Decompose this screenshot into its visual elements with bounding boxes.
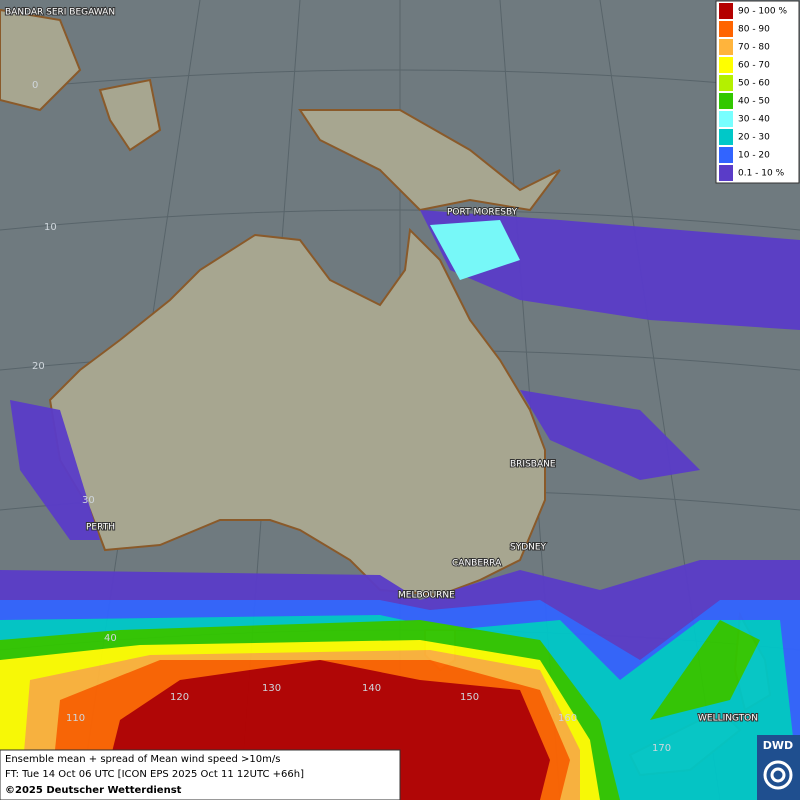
legend-label: 10 - 20 [738, 151, 770, 161]
legend-swatch [719, 39, 733, 55]
place-label: PORT MORESBY [447, 208, 518, 218]
legend-swatch [719, 3, 733, 19]
grid-label: 20 [32, 361, 45, 372]
legend-swatch [719, 93, 733, 109]
legend-label: 0.1 - 10 % [738, 169, 785, 179]
legend-swatch [719, 147, 733, 163]
legend-label: 70 - 80 [738, 43, 770, 53]
legend-label: 40 - 50 [738, 97, 770, 107]
legend-label: 30 - 40 [738, 115, 770, 125]
legend-swatch [719, 129, 733, 145]
legend-swatch [719, 57, 733, 73]
place-label: SYDNEY [510, 543, 547, 553]
legend-swatch [719, 21, 733, 37]
legend-swatch [719, 75, 733, 91]
grid-label: 170 [652, 743, 671, 754]
caption-line: FT: Tue 14 Oct 06 UTC [ICON EPS 2025 Oct… [5, 769, 304, 780]
place-labels: BANDAR SERI BEGAWAN PORT MORESBY BRISBAN… [4, 7, 759, 725]
place-label: PERTH [86, 523, 115, 533]
caption-line: ©2025 Deutscher Wetterdienst [5, 785, 182, 796]
grid-label: 150 [460, 692, 479, 703]
caption-box [0, 749, 401, 800]
place-label: CANBERRA [452, 559, 502, 569]
legend-swatch [719, 111, 733, 127]
place-label: BANDAR SERI BEGAWAN [5, 8, 115, 18]
legend-label: 90 - 100 % [738, 7, 787, 17]
place-label: WELLINGTON [698, 714, 758, 724]
logo: DWD [757, 735, 800, 800]
legend-label: 50 - 60 [738, 79, 770, 89]
grid-label: 120 [170, 692, 189, 703]
legend-swatch [719, 165, 733, 181]
caption: Ensemble mean + spread of Mean wind spee… [0, 749, 401, 800]
legend-label: 20 - 30 [738, 133, 770, 143]
grid-label: 10 [44, 222, 57, 233]
legend-label: 60 - 70 [738, 61, 770, 71]
place-label: BRISBANE [510, 460, 556, 470]
place-label: MELBOURNE [398, 591, 455, 601]
logo-swirl [763, 760, 793, 790]
grid-label: 140 [362, 683, 381, 694]
grid-label: 110 [66, 713, 85, 724]
logo-text: DWD [763, 739, 793, 752]
grid-labels: 0 10 20 30 40 110 120 130 140 150 160 17… [32, 80, 671, 754]
caption-line: Ensemble mean + spread of Mean wind spee… [5, 754, 280, 765]
grid-label: 40 [104, 633, 117, 644]
legend: 90 - 100 % 80 - 90 70 - 80 60 - 70 50 - 60 40… [715, 0, 800, 184]
logo-swirl [770, 767, 786, 783]
grid-label: 30 [82, 495, 95, 506]
grid-label: 0 [32, 80, 38, 91]
grid-label: 160 [558, 713, 577, 724]
legend-label: 80 - 90 [738, 25, 770, 35]
grid-label: 130 [262, 683, 281, 694]
